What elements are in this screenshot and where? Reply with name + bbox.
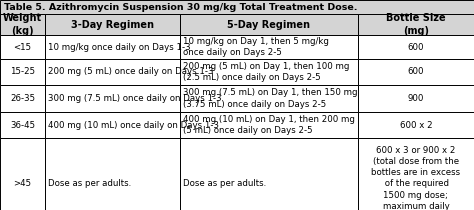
Text: 200 mg (5 mL) once daily on Days 1-3: 200 mg (5 mL) once daily on Days 1-3: [48, 67, 213, 76]
Bar: [180, 112, 358, 138]
Bar: [180, 59, 358, 85]
Text: Dose as per adults.: Dose as per adults.: [183, 180, 266, 189]
Text: 10 mg/kg once daily on Days 1-3: 10 mg/kg once daily on Days 1-3: [48, 42, 191, 51]
Text: 10 mg/kg on Day 1, then 5 mg/kg
once daily on Days 2-5: 10 mg/kg on Day 1, then 5 mg/kg once dai…: [183, 37, 329, 57]
Text: Table 5. Azithromycin Suspension 30 mg/kg Total Treatment Dose.: Table 5. Azithromycin Suspension 30 mg/k…: [4, 3, 357, 12]
Text: 36-45: 36-45: [10, 121, 35, 130]
Bar: [45, 35, 180, 59]
Text: Weight
(kg): Weight (kg): [3, 13, 42, 36]
Text: Bottle Size
(mg): Bottle Size (mg): [386, 13, 446, 36]
Bar: [0, 112, 45, 138]
Bar: [358, 59, 474, 85]
Text: <15: <15: [13, 42, 32, 51]
Bar: [45, 138, 180, 210]
Bar: [0, 138, 45, 210]
Text: 15-25: 15-25: [10, 67, 35, 76]
Text: 600 x 3 or 900 x 2
(total dose from the
bottles are in excess
 of the required
1: 600 x 3 or 900 x 2 (total dose from the …: [371, 146, 461, 210]
Bar: [358, 35, 474, 59]
Bar: [180, 138, 358, 210]
Text: 900: 900: [408, 94, 424, 103]
Text: 600: 600: [408, 42, 424, 51]
Bar: [0, 59, 45, 85]
Bar: [180, 14, 358, 35]
Bar: [358, 112, 474, 138]
Bar: [0, 85, 45, 112]
Text: 3-Day Regimen: 3-Day Regimen: [71, 20, 154, 29]
Text: 400 mg (10 mL) once daily on Days 1-3: 400 mg (10 mL) once daily on Days 1-3: [48, 121, 219, 130]
Bar: [45, 85, 180, 112]
Bar: [45, 112, 180, 138]
Bar: [0, 35, 45, 59]
Text: 600 x 2: 600 x 2: [400, 121, 432, 130]
Text: 5-Day Regimen: 5-Day Regimen: [228, 20, 310, 29]
Bar: [180, 35, 358, 59]
Bar: [180, 85, 358, 112]
Bar: [45, 59, 180, 85]
Text: Dose as per adults.: Dose as per adults.: [48, 180, 131, 189]
Bar: [0, 0, 474, 14]
Bar: [358, 85, 474, 112]
Bar: [45, 14, 180, 35]
Text: 300 mg (7.5 mL) on Day 1, then 150 mg
(3.75 mL) once daily on Days 2-5: 300 mg (7.5 mL) on Day 1, then 150 mg (3…: [183, 88, 357, 109]
Bar: [358, 14, 474, 35]
Bar: [358, 138, 474, 210]
Text: 26-35: 26-35: [10, 94, 35, 103]
Text: >45: >45: [13, 180, 32, 189]
Text: 600: 600: [408, 67, 424, 76]
Bar: [0, 14, 45, 35]
Text: 200 mg (5 mL) on Day 1, then 100 mg
(2.5 mL) once daily on Days 2-5: 200 mg (5 mL) on Day 1, then 100 mg (2.5…: [183, 62, 349, 82]
Text: 400 mg (10 mL) on Day 1, then 200 mg
(5 mL) once daily on Days 2-5: 400 mg (10 mL) on Day 1, then 200 mg (5 …: [183, 115, 355, 135]
Text: 300 mg (7.5 mL) once daily on Days 1-3: 300 mg (7.5 mL) once daily on Days 1-3: [48, 94, 222, 103]
